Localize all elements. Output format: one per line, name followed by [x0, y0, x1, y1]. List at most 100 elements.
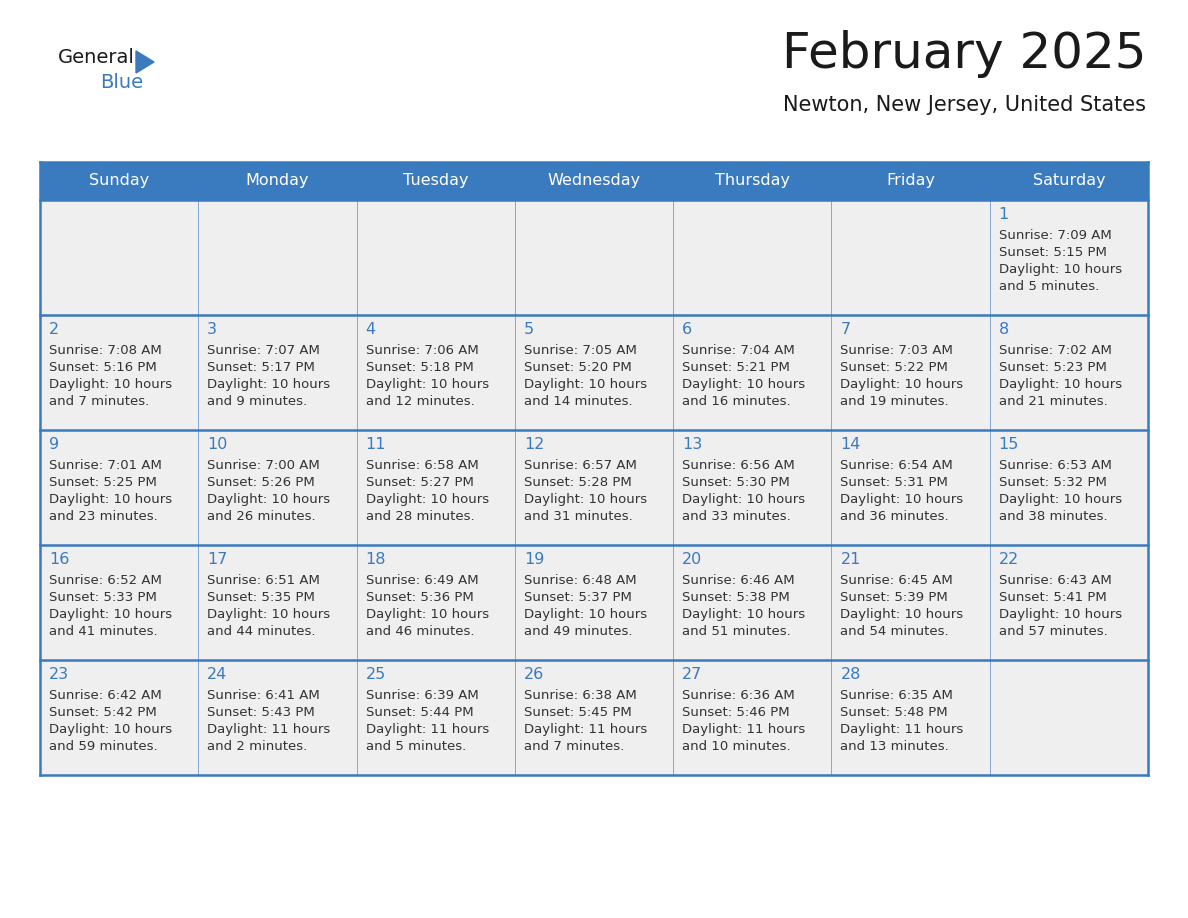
Text: Tuesday: Tuesday [403, 174, 468, 188]
Text: Sunset: 5:33 PM: Sunset: 5:33 PM [49, 591, 157, 604]
Text: Daylight: 10 hours: Daylight: 10 hours [207, 493, 330, 506]
Text: and 36 minutes.: and 36 minutes. [840, 510, 949, 523]
Text: Sunset: 5:28 PM: Sunset: 5:28 PM [524, 476, 632, 489]
Text: 11: 11 [366, 437, 386, 452]
Text: and 14 minutes.: and 14 minutes. [524, 395, 632, 408]
Text: Daylight: 10 hours: Daylight: 10 hours [524, 378, 647, 391]
Text: Sunrise: 7:08 AM: Sunrise: 7:08 AM [49, 344, 162, 357]
Text: February 2025: February 2025 [782, 30, 1146, 78]
Text: Sunset: 5:17 PM: Sunset: 5:17 PM [207, 361, 315, 374]
Text: 1: 1 [999, 207, 1009, 222]
Text: Sunset: 5:37 PM: Sunset: 5:37 PM [524, 591, 632, 604]
Text: Sunset: 5:35 PM: Sunset: 5:35 PM [207, 591, 315, 604]
Text: Friday: Friday [886, 174, 935, 188]
Text: 8: 8 [999, 322, 1009, 337]
Text: Daylight: 10 hours: Daylight: 10 hours [366, 608, 488, 621]
Text: 6: 6 [682, 322, 693, 337]
Text: Sunrise: 6:52 AM: Sunrise: 6:52 AM [49, 574, 162, 587]
Text: Sunset: 5:23 PM: Sunset: 5:23 PM [999, 361, 1106, 374]
Text: Sunset: 5:42 PM: Sunset: 5:42 PM [49, 706, 157, 719]
Text: Daylight: 10 hours: Daylight: 10 hours [366, 493, 488, 506]
Text: and 16 minutes.: and 16 minutes. [682, 395, 791, 408]
Text: Daylight: 10 hours: Daylight: 10 hours [49, 723, 172, 736]
Text: and 19 minutes.: and 19 minutes. [840, 395, 949, 408]
Text: Sunrise: 6:45 AM: Sunrise: 6:45 AM [840, 574, 953, 587]
Text: Sunset: 5:48 PM: Sunset: 5:48 PM [840, 706, 948, 719]
Text: 9: 9 [49, 437, 59, 452]
Text: and 10 minutes.: and 10 minutes. [682, 740, 791, 753]
Text: and 12 minutes.: and 12 minutes. [366, 395, 474, 408]
Text: Daylight: 10 hours: Daylight: 10 hours [999, 263, 1121, 276]
Text: 5: 5 [524, 322, 533, 337]
Text: Sunset: 5:30 PM: Sunset: 5:30 PM [682, 476, 790, 489]
Text: Sunrise: 7:05 AM: Sunrise: 7:05 AM [524, 344, 637, 357]
Text: Sunset: 5:16 PM: Sunset: 5:16 PM [49, 361, 157, 374]
Text: Sunrise: 6:48 AM: Sunrise: 6:48 AM [524, 574, 637, 587]
Text: Sunrise: 6:38 AM: Sunrise: 6:38 AM [524, 689, 637, 702]
Text: and 2 minutes.: and 2 minutes. [207, 740, 308, 753]
Text: Sunset: 5:36 PM: Sunset: 5:36 PM [366, 591, 473, 604]
Text: 26: 26 [524, 667, 544, 682]
Text: and 28 minutes.: and 28 minutes. [366, 510, 474, 523]
Text: Newton, New Jersey, United States: Newton, New Jersey, United States [783, 95, 1146, 115]
Text: Daylight: 10 hours: Daylight: 10 hours [49, 378, 172, 391]
Text: Sunset: 5:41 PM: Sunset: 5:41 PM [999, 591, 1106, 604]
Text: 20: 20 [682, 552, 702, 567]
Text: Daylight: 11 hours: Daylight: 11 hours [207, 723, 330, 736]
Text: Daylight: 11 hours: Daylight: 11 hours [524, 723, 647, 736]
Text: 16: 16 [49, 552, 69, 567]
Text: Sunrise: 6:56 AM: Sunrise: 6:56 AM [682, 459, 795, 472]
Text: and 7 minutes.: and 7 minutes. [49, 395, 150, 408]
Text: Sunrise: 6:46 AM: Sunrise: 6:46 AM [682, 574, 795, 587]
Text: and 54 minutes.: and 54 minutes. [840, 625, 949, 638]
Text: Sunset: 5:27 PM: Sunset: 5:27 PM [366, 476, 474, 489]
Text: Sunset: 5:18 PM: Sunset: 5:18 PM [366, 361, 473, 374]
Text: Sunrise: 6:41 AM: Sunrise: 6:41 AM [207, 689, 320, 702]
Text: and 57 minutes.: and 57 minutes. [999, 625, 1107, 638]
Text: and 5 minutes.: and 5 minutes. [999, 280, 1099, 293]
Text: Sunset: 5:43 PM: Sunset: 5:43 PM [207, 706, 315, 719]
Text: Sunrise: 6:57 AM: Sunrise: 6:57 AM [524, 459, 637, 472]
Text: 14: 14 [840, 437, 861, 452]
Text: Sunset: 5:21 PM: Sunset: 5:21 PM [682, 361, 790, 374]
Text: and 46 minutes.: and 46 minutes. [366, 625, 474, 638]
Text: Daylight: 10 hours: Daylight: 10 hours [840, 378, 963, 391]
Text: Sunrise: 6:39 AM: Sunrise: 6:39 AM [366, 689, 479, 702]
Text: and 59 minutes.: and 59 minutes. [49, 740, 158, 753]
Text: Sunrise: 6:54 AM: Sunrise: 6:54 AM [840, 459, 953, 472]
Text: and 21 minutes.: and 21 minutes. [999, 395, 1107, 408]
Text: 3: 3 [207, 322, 217, 337]
Bar [40, 200, 1148, 315]
Text: 2: 2 [49, 322, 59, 337]
Text: and 41 minutes.: and 41 minutes. [49, 625, 158, 638]
Text: Sunset: 5:45 PM: Sunset: 5:45 PM [524, 706, 632, 719]
Text: Daylight: 10 hours: Daylight: 10 hours [207, 608, 330, 621]
Text: Sunrise: 6:43 AM: Sunrise: 6:43 AM [999, 574, 1112, 587]
Text: Daylight: 10 hours: Daylight: 10 hours [49, 493, 172, 506]
Text: 13: 13 [682, 437, 702, 452]
Text: Sunset: 5:31 PM: Sunset: 5:31 PM [840, 476, 948, 489]
Text: 28: 28 [840, 667, 861, 682]
Text: Daylight: 11 hours: Daylight: 11 hours [840, 723, 963, 736]
Text: Daylight: 10 hours: Daylight: 10 hours [999, 608, 1121, 621]
Text: Sunrise: 7:04 AM: Sunrise: 7:04 AM [682, 344, 795, 357]
Text: Daylight: 10 hours: Daylight: 10 hours [682, 378, 805, 391]
Text: Monday: Monday [246, 174, 309, 188]
Text: and 26 minutes.: and 26 minutes. [207, 510, 316, 523]
Text: and 31 minutes.: and 31 minutes. [524, 510, 632, 523]
Bar [40, 315, 1148, 430]
Bar [40, 162, 1148, 200]
Text: Sunrise: 6:49 AM: Sunrise: 6:49 AM [366, 574, 479, 587]
Text: Daylight: 10 hours: Daylight: 10 hours [682, 493, 805, 506]
Text: Wednesday: Wednesday [548, 174, 640, 188]
Text: Daylight: 10 hours: Daylight: 10 hours [999, 493, 1121, 506]
Text: Daylight: 11 hours: Daylight: 11 hours [682, 723, 805, 736]
Text: Sunrise: 7:00 AM: Sunrise: 7:00 AM [207, 459, 320, 472]
Text: Daylight: 10 hours: Daylight: 10 hours [207, 378, 330, 391]
Text: 12: 12 [524, 437, 544, 452]
Text: and 33 minutes.: and 33 minutes. [682, 510, 791, 523]
Text: and 7 minutes.: and 7 minutes. [524, 740, 624, 753]
Text: 7: 7 [840, 322, 851, 337]
Text: 10: 10 [207, 437, 228, 452]
Text: General: General [58, 48, 135, 67]
